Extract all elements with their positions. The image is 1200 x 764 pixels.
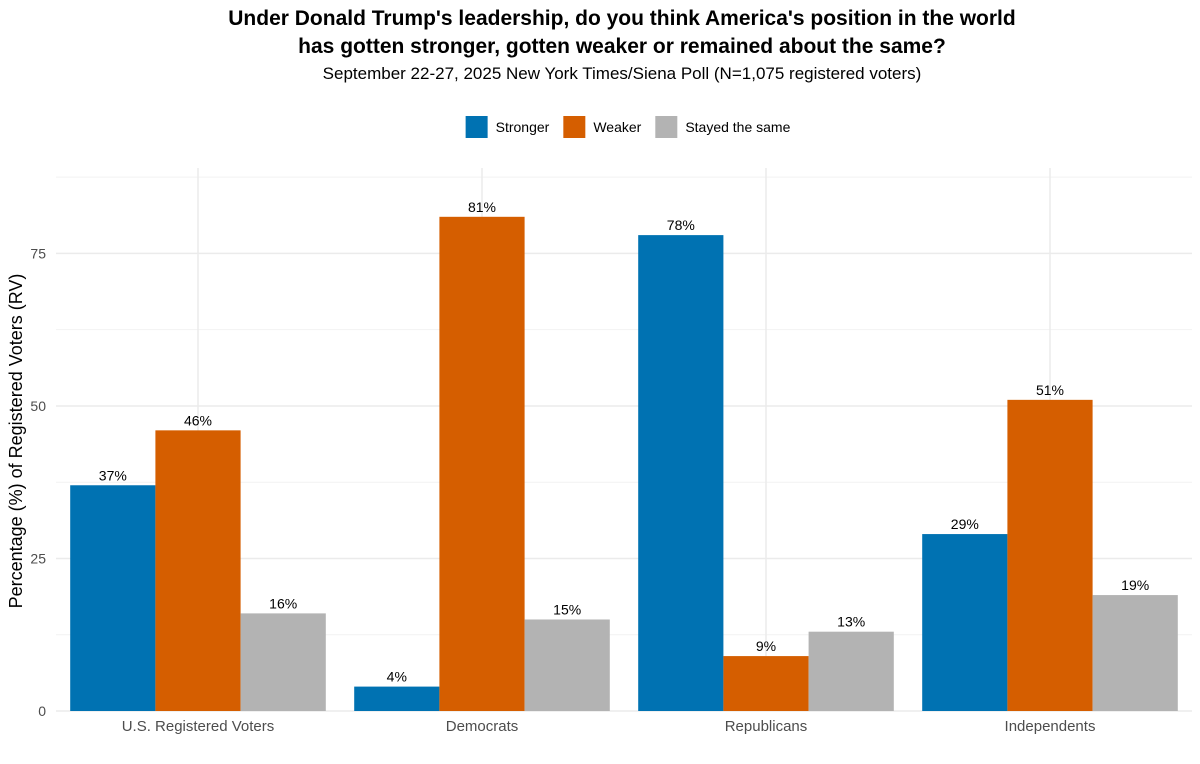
data-label-republicans-stronger: 78% xyxy=(667,217,695,233)
legend-swatch-stronger xyxy=(465,116,488,138)
bar-republicans-weaker xyxy=(723,656,809,711)
bar-republicans-stayed-the-same xyxy=(808,631,894,711)
data-label-democrats-stronger: 4% xyxy=(387,669,407,685)
data-label-democrats-stayed-the-same: 15% xyxy=(553,601,581,617)
data-label-democrats-weaker: 81% xyxy=(468,199,496,215)
bar-u-s-registered-voters-weaker xyxy=(155,430,241,711)
bar-democrats-stronger xyxy=(354,686,440,711)
bar-u-s-registered-voters-stayed-the-same xyxy=(240,613,326,711)
chart-title-line-2: has gotten stronger, gotten weaker or re… xyxy=(298,35,946,58)
y-tick-label: 75 xyxy=(30,245,46,261)
legend-swatch-stayed-the-same xyxy=(655,116,678,138)
bar-democrats-weaker xyxy=(439,216,525,711)
data-label-independents-stronger: 29% xyxy=(951,516,979,532)
chart-subtitle: September 22-27, 2025 New York Times/Sie… xyxy=(323,64,922,83)
chart-title-line-1: Under Donald Trump's leadership, do you … xyxy=(228,7,1015,30)
x-tick-label-independents: Independents xyxy=(1005,718,1096,735)
bars xyxy=(70,216,1178,711)
bar-independents-weaker xyxy=(1007,399,1093,711)
x-tick-label-republicans: Republicans xyxy=(725,718,808,735)
data-label-republicans-stayed-the-same: 13% xyxy=(837,614,865,630)
legend-label-stayed-the-same: Stayed the same xyxy=(685,119,790,135)
bar-democrats-stayed-the-same xyxy=(524,619,610,711)
bar-u-s-registered-voters-stronger xyxy=(70,485,156,711)
x-tick-label-democrats: Democrats xyxy=(446,718,519,735)
y-tick-label: 50 xyxy=(30,398,46,414)
x-tick-label-u-s-registered-voters: U.S. Registered Voters xyxy=(122,718,275,735)
legend-swatch-weaker xyxy=(563,116,586,138)
data-labels: 37% 46% 16% 4% 81% 15% 78% 9% 13% 29% 51% 19% xyxy=(99,199,1149,685)
y-tick-label: 0 xyxy=(38,703,46,719)
x-axis-ticks: U.S. Registered Voters Democrats Republica… xyxy=(122,718,1096,735)
data-label-u-s-registered-voters-weaker: 46% xyxy=(184,412,212,428)
data-label-independents-stayed-the-same: 19% xyxy=(1121,577,1149,593)
legend: Stronger Weaker Stayed the same xyxy=(465,116,791,138)
data-label-u-s-registered-voters-stayed-the-same: 16% xyxy=(269,595,297,611)
y-tick-label: 25 xyxy=(30,550,46,566)
bar-independents-stronger xyxy=(922,534,1008,711)
legend-label-weaker: Weaker xyxy=(593,119,641,135)
data-label-republicans-weaker: 9% xyxy=(756,638,776,654)
bar-independents-stayed-the-same xyxy=(1092,595,1178,711)
bar-republicans-stronger xyxy=(638,235,724,711)
data-label-independents-weaker: 51% xyxy=(1036,382,1064,398)
y-axis-label: Percentage (%) of Registered Voters (RV) xyxy=(6,274,26,609)
y-axis-ticks: 0 25 50 75 xyxy=(30,245,46,719)
data-label-u-s-registered-voters-stronger: 37% xyxy=(99,467,127,483)
legend-label-stronger: Stronger xyxy=(496,119,550,135)
